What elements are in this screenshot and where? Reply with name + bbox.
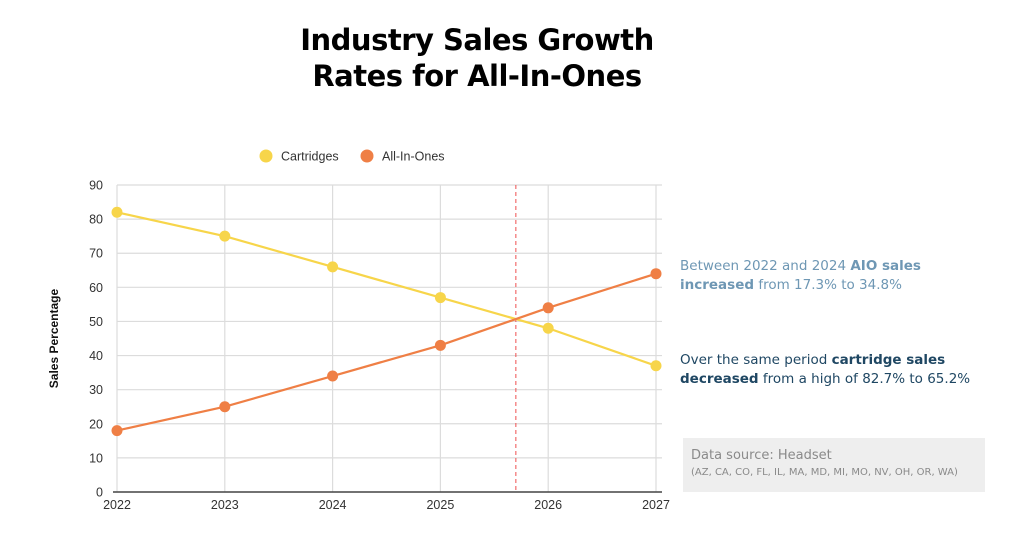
title-line-2: Rates for All-In-Ones xyxy=(312,59,642,93)
y-tick-label: 50 xyxy=(89,315,103,329)
annotation-aio: Between 2022 and 2024 AIO sales increase… xyxy=(680,257,940,295)
data-source-states: (AZ, CA, CO, FL, IL, MA, MD, MI, MO, NV,… xyxy=(691,467,958,478)
note-text: from a high of 82.7% to 65.2% xyxy=(758,371,971,387)
y-tick-label: 10 xyxy=(89,451,103,465)
x-tick-label: 2025 xyxy=(426,498,454,512)
y-tick-label: 40 xyxy=(89,349,103,363)
x-tick-label: 2023 xyxy=(211,498,239,512)
y-tick-label: 60 xyxy=(89,281,103,295)
data-source-box: Data source: Headset (AZ, CA, CO, FL, IL… xyxy=(683,438,985,492)
data-point-cartridges xyxy=(219,230,231,242)
data-point-cartridges xyxy=(434,292,446,304)
note-bold: AIO sales increased xyxy=(680,258,921,293)
note-bold: cartridge sales decreased xyxy=(680,352,946,387)
y-axis-label: Sales Percentage xyxy=(47,288,61,388)
x-tick-label: 2024 xyxy=(319,498,347,512)
legend-label: All-In-Ones xyxy=(382,150,445,164)
y-tick-label: 20 xyxy=(89,417,103,431)
y-tick-label: 90 xyxy=(89,179,103,193)
y-tick-label: 80 xyxy=(89,213,103,227)
y-tick-label: 30 xyxy=(89,383,103,397)
note-text: Over the same period xyxy=(680,352,832,368)
data-point-cartridges xyxy=(650,360,662,372)
y-tick-label: 0 xyxy=(96,486,103,500)
data-point-all-in-ones xyxy=(219,401,231,413)
data-point-cartridges xyxy=(111,206,123,218)
data-point-all-in-ones xyxy=(327,370,339,382)
data-point-all-in-ones xyxy=(542,302,554,314)
series-line-all-in-ones xyxy=(116,272,657,432)
y-tick-label: 70 xyxy=(89,247,103,261)
x-tick-label: 2026 xyxy=(534,498,562,512)
x-tick-label: 2022 xyxy=(103,498,131,512)
series-line-cartridges xyxy=(116,211,657,367)
chart-title: Industry Sales Growth Rates for All-In-O… xyxy=(0,22,954,94)
data-point-cartridges xyxy=(327,261,339,273)
data-point-cartridges xyxy=(542,322,554,334)
note-text: from 17.3% to 34.8% xyxy=(754,277,902,293)
data-point-all-in-ones xyxy=(650,268,662,280)
annotation-cartridge: Over the same period cartridge sales dec… xyxy=(680,351,980,389)
legend-marker xyxy=(360,149,374,163)
data-source-label: Data source: Headset xyxy=(691,448,832,463)
note-text: Between 2022 and 2024 xyxy=(680,258,851,274)
legend-marker xyxy=(259,149,273,163)
title-line-1: Industry Sales Growth xyxy=(300,23,654,57)
legend-label: Cartridges xyxy=(281,150,339,164)
data-point-all-in-ones xyxy=(434,339,446,351)
x-tick-label: 2027 xyxy=(642,498,670,512)
data-point-all-in-ones xyxy=(111,425,123,437)
